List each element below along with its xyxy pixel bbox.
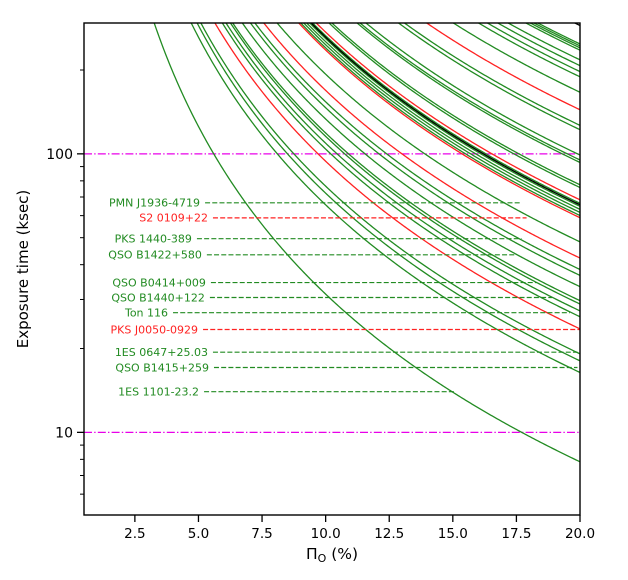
x-axis-label: ΠO (%)	[306, 545, 358, 565]
x-tick-label: 17.5	[501, 526, 531, 542]
x-tick-label: 10.0	[311, 526, 341, 542]
sensitivity-curve-green	[506, 23, 580, 61]
source-label: PKS 1440-389	[115, 232, 192, 245]
source-label: QSO B1422+580	[108, 249, 202, 262]
source-label: PKS J0050-0929	[111, 323, 199, 336]
curves-layer	[153, 23, 580, 463]
sensitivity-curve-green	[311, 23, 580, 204]
x-tick-label: 7.5	[251, 526, 272, 542]
y-tick-label: 100	[46, 147, 73, 163]
sensitivity-curve-green	[153, 23, 580, 463]
source-label: S2 0109+22	[139, 212, 208, 225]
y-axis-label: Exposure time (ksec)	[14, 190, 32, 349]
sensitivity-curve-black	[310, 23, 580, 206]
x-tick-label: 2.5	[124, 526, 145, 542]
x-tick-label: 12.5	[374, 526, 404, 542]
sensitivity-curve-green	[276, 23, 580, 243]
source-label: QSO B0414+009	[112, 276, 206, 289]
plot-border	[83, 22, 581, 516]
y-tick-label: 10	[55, 425, 73, 441]
sensitivity-curve-green	[221, 23, 580, 318]
sensitivity-curve-green	[359, 23, 580, 161]
sensitivity-curve-green	[486, 23, 580, 73]
sensitivity-curve-red	[315, 23, 580, 201]
sensitivity-curve-green	[299, 23, 580, 217]
source-label: 1ES 1101-23.2	[118, 385, 199, 398]
sensitivity-curve-red	[214, 23, 580, 330]
sensitivity-curve-green	[330, 23, 580, 186]
sensitivity-curve-green	[452, 23, 580, 93]
sensitivity-curve-green	[241, 23, 580, 288]
sensitivity-curve-green	[496, 23, 580, 67]
source-label: Ton 116	[124, 306, 168, 319]
source-label: PMN J1936-4719	[109, 197, 200, 210]
x-tick-label: 15.0	[438, 526, 468, 542]
sensitivity-curve-green	[305, 23, 580, 210]
sensitivity-curve-green	[364, 23, 580, 156]
source-label: 1ES 0647+25.03	[115, 346, 208, 359]
sensitivity-curve-green	[190, 23, 580, 374]
sensitivity-curve-green	[254, 23, 580, 271]
sensitivity-curve-green	[356, 23, 580, 164]
source-label: QSO B1440+122	[111, 291, 205, 304]
sensitivity-curve-green	[231, 23, 580, 302]
sensitivity-curve-green	[477, 23, 580, 78]
sources-layer: PMN J1936-4719 S2 0109+22 PKS 1440-389 QSO …	[108, 197, 580, 398]
sensitivity-curve-red	[297, 23, 580, 219]
sensitivity-curve-green	[403, 23, 580, 126]
sensitivity-curve-green	[225, 23, 580, 312]
sensitivity-curve-green	[308, 23, 580, 207]
x-tick-label: 5.0	[188, 526, 209, 542]
sensitivity-curve-red	[262, 23, 580, 259]
x-tick-label: 20.0	[565, 526, 595, 542]
sensitivity-curve-red	[425, 23, 580, 111]
sensitivity-curve-green	[229, 23, 580, 305]
sensitivity-curve-green	[328, 23, 580, 189]
sensitivity-curve-green	[302, 23, 580, 213]
sensitivity-curve-green	[524, 23, 580, 51]
source-label: QSO B1415+259	[115, 361, 209, 374]
sensitivity-curve-green	[200, 23, 580, 355]
